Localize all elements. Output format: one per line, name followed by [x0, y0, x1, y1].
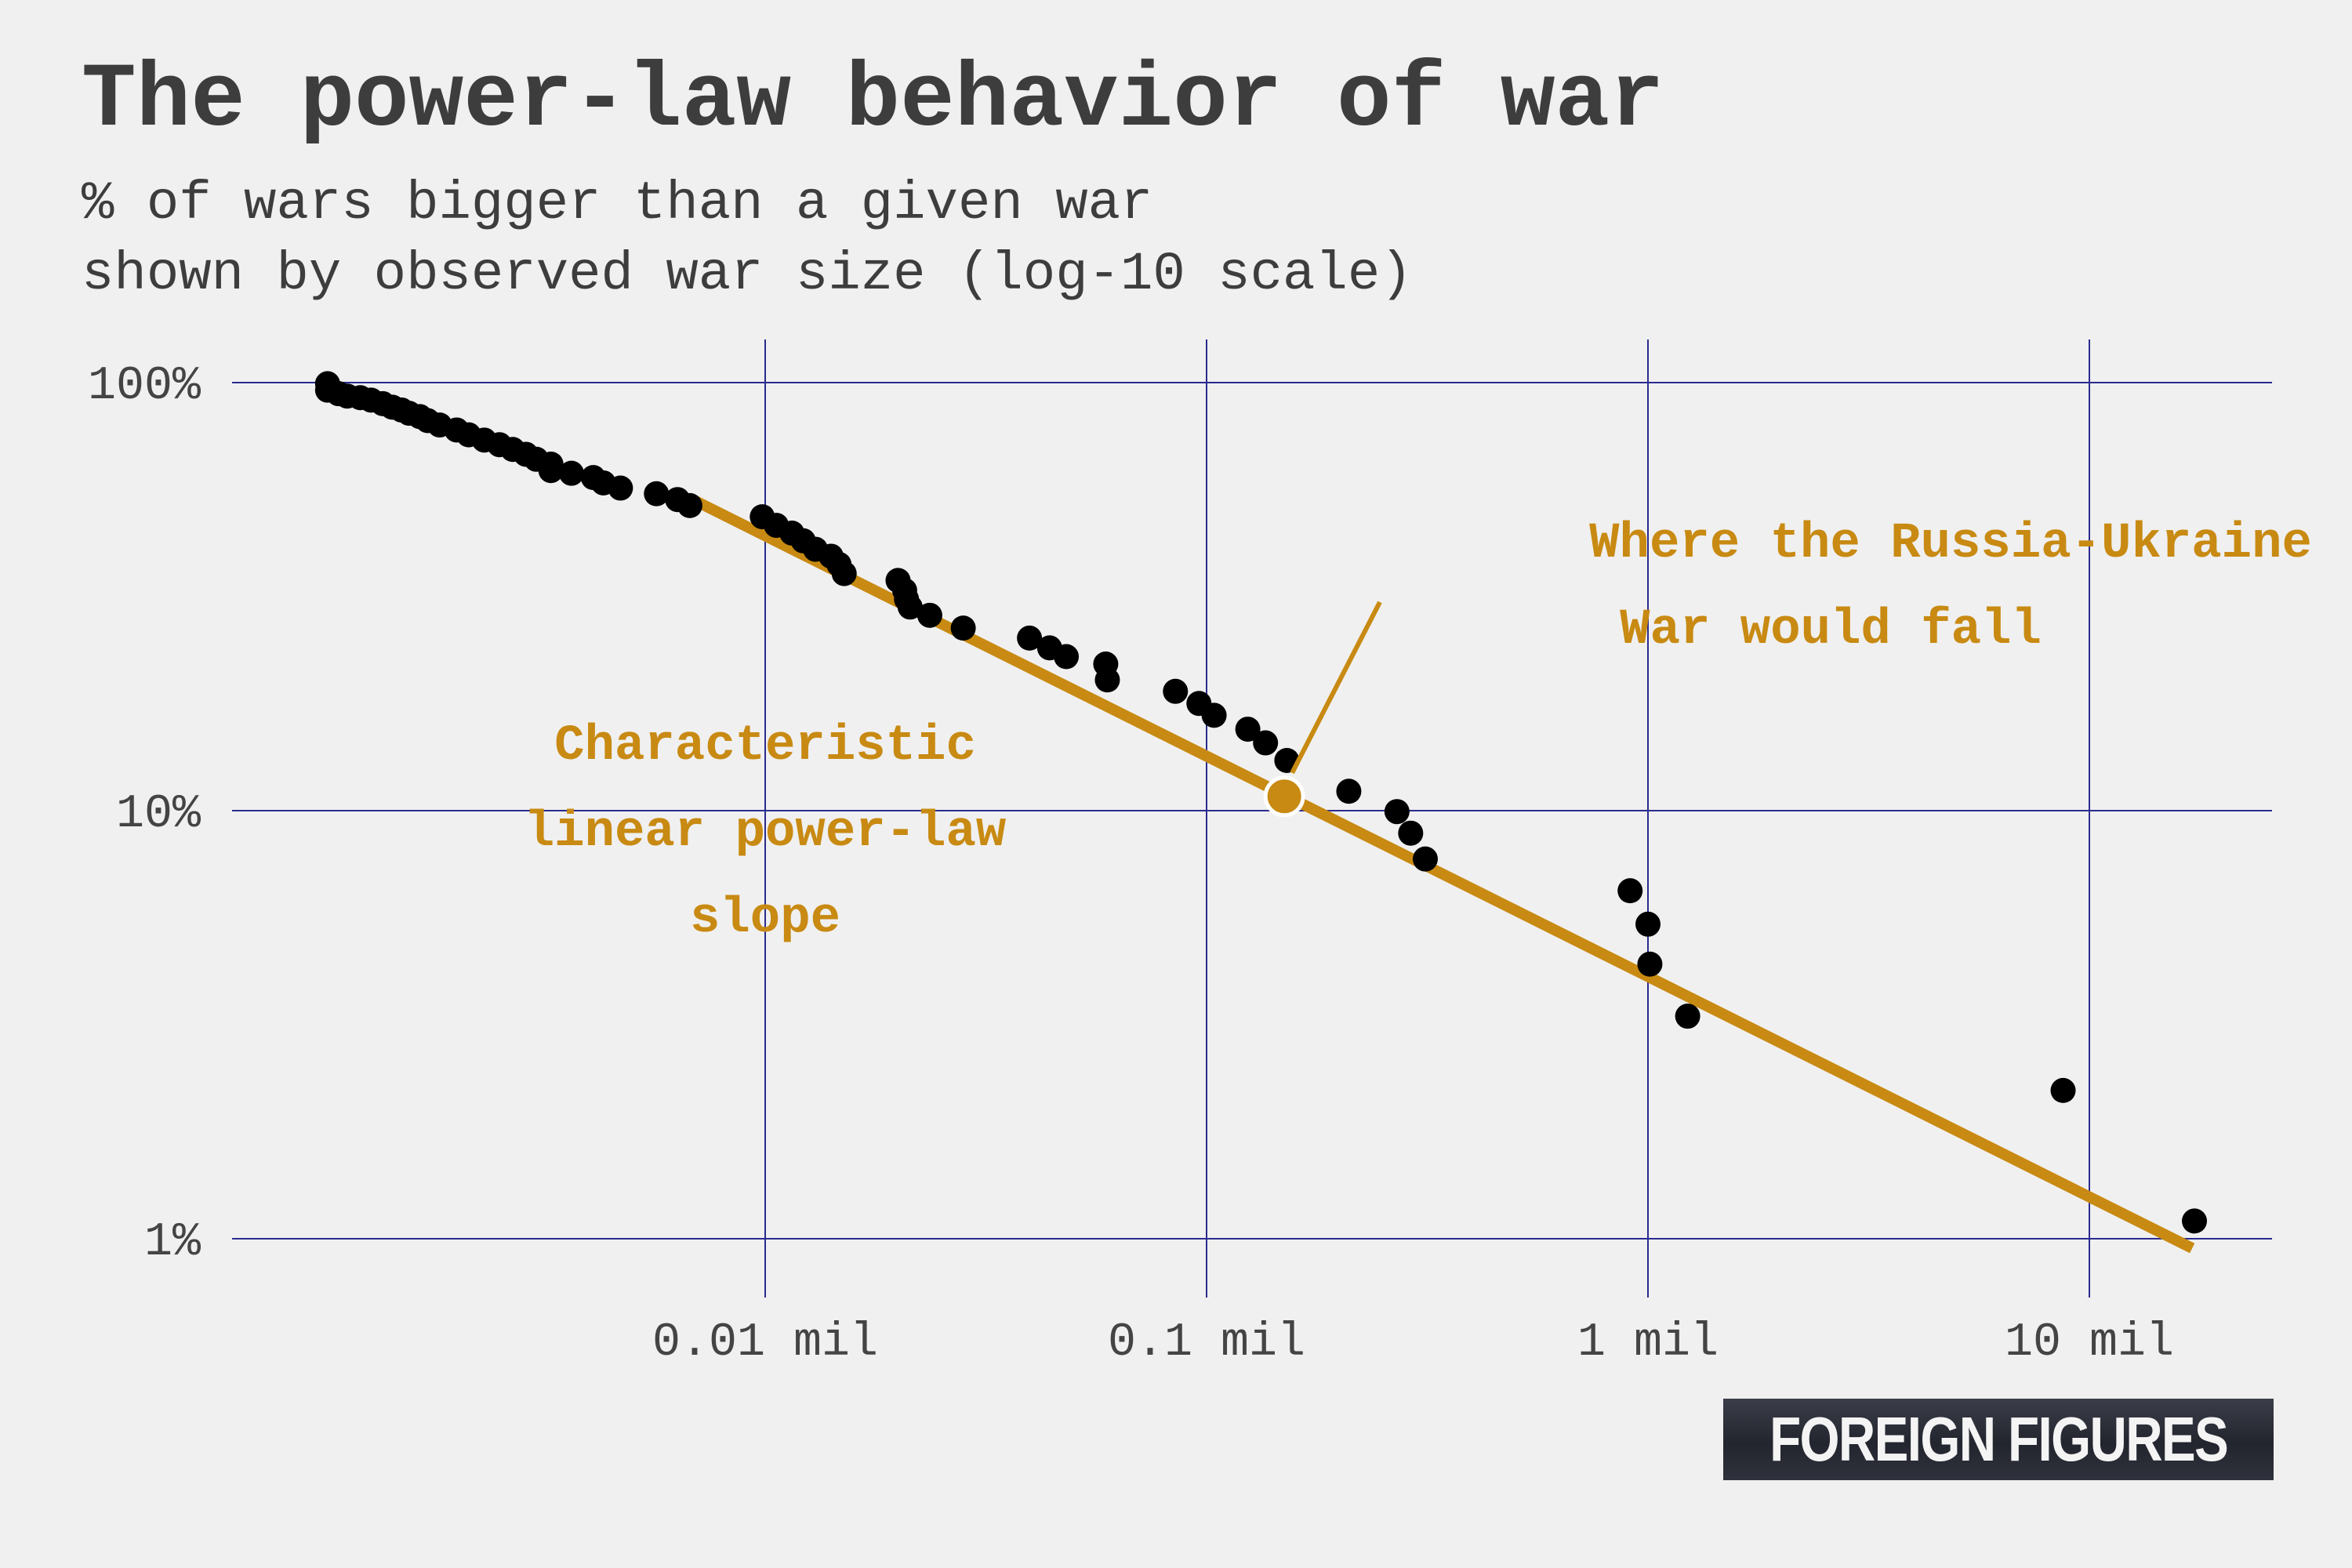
chart-annotations: Characteristic linear power-law slope Wh… [524, 516, 2312, 947]
war-data-point [1635, 911, 1661, 937]
war-data-point [2050, 1077, 2076, 1103]
slope-annotation-line-1: Characteristic [554, 718, 976, 775]
grid-lines [232, 339, 2272, 1298]
war-data-point [1017, 625, 1043, 651]
data-points [314, 371, 2208, 1234]
war-data-point [1253, 730, 1279, 756]
x-tick-label: 1 mil [1577, 1316, 1719, 1370]
y-tick-label: 100% [88, 360, 201, 413]
russia-ukraine-pointer-line [1290, 601, 1382, 775]
war-data-point [897, 594, 923, 620]
war-data-point [677, 492, 702, 518]
war-data-point [1384, 799, 1410, 825]
war-data-point [538, 458, 564, 484]
war-data-point [1235, 717, 1261, 742]
war-data-point [1163, 678, 1189, 704]
brand-name: FOREIGN FIGURES [1769, 1404, 2229, 1474]
y-tick-label: 10% [116, 788, 201, 841]
war-data-point [2182, 1208, 2208, 1234]
war-data-point [831, 561, 857, 586]
foreign-figures-logo: FOREIGN FIGURES [1723, 1399, 2274, 1480]
x-tick-label: 0.01 mil [652, 1316, 878, 1370]
russia-ukraine-highlight [1263, 601, 1382, 818]
war-data-point [1201, 702, 1227, 728]
axis-tick-labels: 0.01 mil 0.1 mil 1 mil 10 mil 100% 10% 1% [88, 360, 2174, 1370]
war-data-point [1398, 820, 1424, 846]
chart-subtitle-line-1: % of wars bigger than a given war [82, 173, 1153, 234]
chart-subtitle-line-2: shown by observed war size (log-10 scale… [82, 244, 1413, 305]
war-data-point [1617, 878, 1643, 904]
war-data-point [1094, 667, 1120, 693]
war-data-point [950, 615, 976, 641]
russia-ukraine-annotation-line-1: Where the Russia-Ukraine [1589, 516, 2312, 572]
war-data-point [1336, 779, 1362, 804]
russia-ukraine-marker [1263, 775, 1305, 818]
war-data-point [1637, 951, 1663, 977]
chart-title: The power-law behavior of war [82, 49, 1664, 152]
war-data-point [608, 475, 633, 501]
x-tick-label: 10 mil [2005, 1316, 2174, 1370]
y-tick-label: 1% [144, 1216, 201, 1269]
war-data-point [644, 481, 670, 506]
war-data-point [916, 602, 942, 628]
war-data-point [1412, 846, 1438, 872]
war-data-point [1054, 644, 1080, 670]
war-data-point [558, 460, 584, 486]
power-law-fit-line [688, 494, 2195, 1254]
x-tick-label: 0.1 mil [1108, 1316, 1305, 1370]
slope-annotation-line-3: slope [690, 891, 840, 947]
slope-annotation-line-2: linear power-law [524, 804, 1007, 861]
power-law-fit [688, 494, 2195, 1254]
russia-ukraine-annotation-line-2: War would fall [1620, 602, 2042, 659]
war-data-point [1675, 1004, 1700, 1029]
